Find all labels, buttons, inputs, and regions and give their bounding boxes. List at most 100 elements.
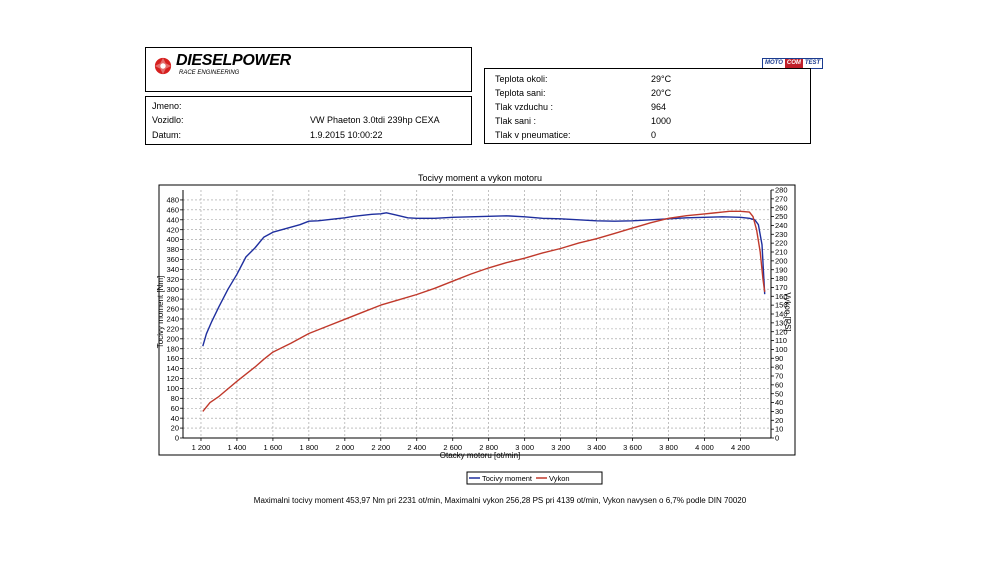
x-tick-label: 3 400 xyxy=(587,443,606,452)
y2-tick-label: 100 xyxy=(775,345,788,354)
y-tick-label: 420 xyxy=(166,225,179,234)
x-tick-label: 2 200 xyxy=(371,443,390,452)
y-tick-label: 100 xyxy=(166,384,179,393)
y-tick-label: 440 xyxy=(166,215,179,224)
intake-temp-label: Teplota sani: xyxy=(495,88,546,98)
y-tick-label: 180 xyxy=(166,344,179,353)
air-pressure-label: Tlak vzduchu : xyxy=(495,102,554,112)
power-line xyxy=(202,210,766,412)
x-tick-label: 3 200 xyxy=(551,443,570,452)
y-tick-label: 120 xyxy=(166,374,179,383)
name-label: Jmeno: xyxy=(152,101,182,111)
vehicle-info-panel: Jmeno: Vozidlo: VW Phaeton 3.0tdi 239hp … xyxy=(145,96,472,145)
x-tick-label: 2 400 xyxy=(407,443,426,452)
y2-tick-label: 250 xyxy=(775,212,788,221)
brand-logo: DIESELPOWER xyxy=(176,52,291,69)
y2-tick-label: 0 xyxy=(775,434,779,443)
y2-tick-label: 110 xyxy=(775,336,787,345)
x-tick-label: 3 800 xyxy=(659,443,678,452)
y2-tick-label: 90 xyxy=(775,354,783,363)
y2-tick-label: 10 xyxy=(775,425,783,434)
legend-label-torque: Tocivy moment xyxy=(482,474,533,483)
x-tick-label: 1 800 xyxy=(299,443,318,452)
y2-tick-label: 120 xyxy=(775,327,788,336)
x-tick-label: 4 200 xyxy=(731,443,750,452)
y2-tick-label: 170 xyxy=(775,283,788,292)
y-tick-label: 320 xyxy=(166,275,179,284)
y-tick-label: 20 xyxy=(171,424,179,433)
x-tick-label: 2 600 xyxy=(443,443,462,452)
y2-tick-label: 240 xyxy=(775,221,788,230)
x-tick-label: 2 000 xyxy=(335,443,354,452)
y-tick-label: 460 xyxy=(166,205,179,214)
y2-tick-label: 80 xyxy=(775,363,783,372)
turbo-logo-icon xyxy=(154,57,172,75)
axes: 0204060801001201401601802002202402602803… xyxy=(166,186,787,452)
plot-frame xyxy=(158,184,796,456)
y-tick-label: 400 xyxy=(166,235,179,244)
y-tick-label: 280 xyxy=(166,295,179,304)
y2-tick-label: 50 xyxy=(775,389,783,398)
y-tick-label: 340 xyxy=(166,265,179,274)
y-tick-label: 360 xyxy=(166,255,179,264)
ambient-temp-label: Teplota okoli: xyxy=(495,74,548,84)
y2-tick-label: 220 xyxy=(775,239,788,248)
ambient-temp-value: 29°C xyxy=(651,74,672,84)
y2-tick-label: 130 xyxy=(775,318,788,327)
y2-tick-label: 260 xyxy=(775,203,788,212)
y-tick-label: 160 xyxy=(166,354,179,363)
y-tick-label: 240 xyxy=(166,315,179,324)
grid xyxy=(183,190,771,438)
series xyxy=(202,210,766,412)
x-tick-label: 1 600 xyxy=(264,443,283,452)
y-tick-label: 480 xyxy=(166,196,179,205)
y2-tick-label: 210 xyxy=(775,248,788,257)
x-axis-label: Otacky motoru [ot/min] xyxy=(440,451,520,460)
y2-axis-label: Vykon [PS] xyxy=(783,292,792,331)
y2-tick-label: 60 xyxy=(775,380,783,389)
y-tick-label: 220 xyxy=(166,324,179,333)
summary-footer: Maximalni tocivy moment 453,97 Nm pri 22… xyxy=(253,496,747,505)
y2-tick-label: 70 xyxy=(775,372,783,381)
y-tick-label: 0 xyxy=(175,434,179,443)
x-tick-label: 4 000 xyxy=(695,443,714,452)
y-tick-label: 300 xyxy=(166,285,179,294)
date-label: Datum: xyxy=(152,130,182,140)
legend: Tocivy moment Vykon xyxy=(466,471,603,485)
legend-label-power: Vykon xyxy=(549,474,570,483)
y-tick-label: 80 xyxy=(171,394,179,403)
y2-tick-label: 190 xyxy=(775,265,788,274)
x-tick-label: 3 000 xyxy=(515,443,534,452)
chart-title: Tocivy moment a vykon motoru xyxy=(418,173,542,183)
y2-tick-label: 280 xyxy=(775,186,788,195)
y2-tick-label: 20 xyxy=(775,416,783,425)
y-tick-label: 380 xyxy=(166,245,179,254)
y2-tick-label: 160 xyxy=(775,292,788,301)
y2-tick-label: 230 xyxy=(775,230,788,239)
x-tick-label: 3 600 xyxy=(623,443,642,452)
torque-line xyxy=(202,212,766,347)
y-tick-label: 200 xyxy=(166,334,179,343)
vehicle-label: Vozidlo: xyxy=(152,115,184,125)
y2-tick-label: 40 xyxy=(775,398,783,407)
conditions-panel: Teplota okoli: 29°C Teplota sani: 20°C T… xyxy=(484,68,811,144)
y2-tick-label: 180 xyxy=(775,274,788,283)
y-axis-label: Tocivy moment [Nm] xyxy=(156,276,165,348)
y2-tick-label: 150 xyxy=(775,301,788,310)
y2-tick-label: 30 xyxy=(775,407,783,416)
vehicle-value: VW Phaeton 3.0tdi 239hp CEXA xyxy=(310,115,440,125)
tire-pressure-label: Tlak v pneumatice: xyxy=(495,130,571,140)
y-tick-label: 140 xyxy=(166,364,179,373)
brand-tagline: RACE ENGINEERING xyxy=(179,70,240,76)
intake-pressure-value: 1000 xyxy=(651,116,672,126)
air-pressure-value: 964 xyxy=(651,102,667,112)
y-tick-label: 260 xyxy=(166,305,179,314)
intake-pressure-label: Tlak sani : xyxy=(495,116,537,126)
date-value: 1.9.2015 10:00:22 xyxy=(310,130,383,140)
y2-tick-label: 200 xyxy=(775,256,788,265)
x-tick-label: 2 800 xyxy=(479,443,498,452)
tire-pressure-value: 0 xyxy=(651,130,657,140)
x-tick-label: 1 400 xyxy=(228,443,247,452)
y-tick-label: 60 xyxy=(171,404,179,413)
